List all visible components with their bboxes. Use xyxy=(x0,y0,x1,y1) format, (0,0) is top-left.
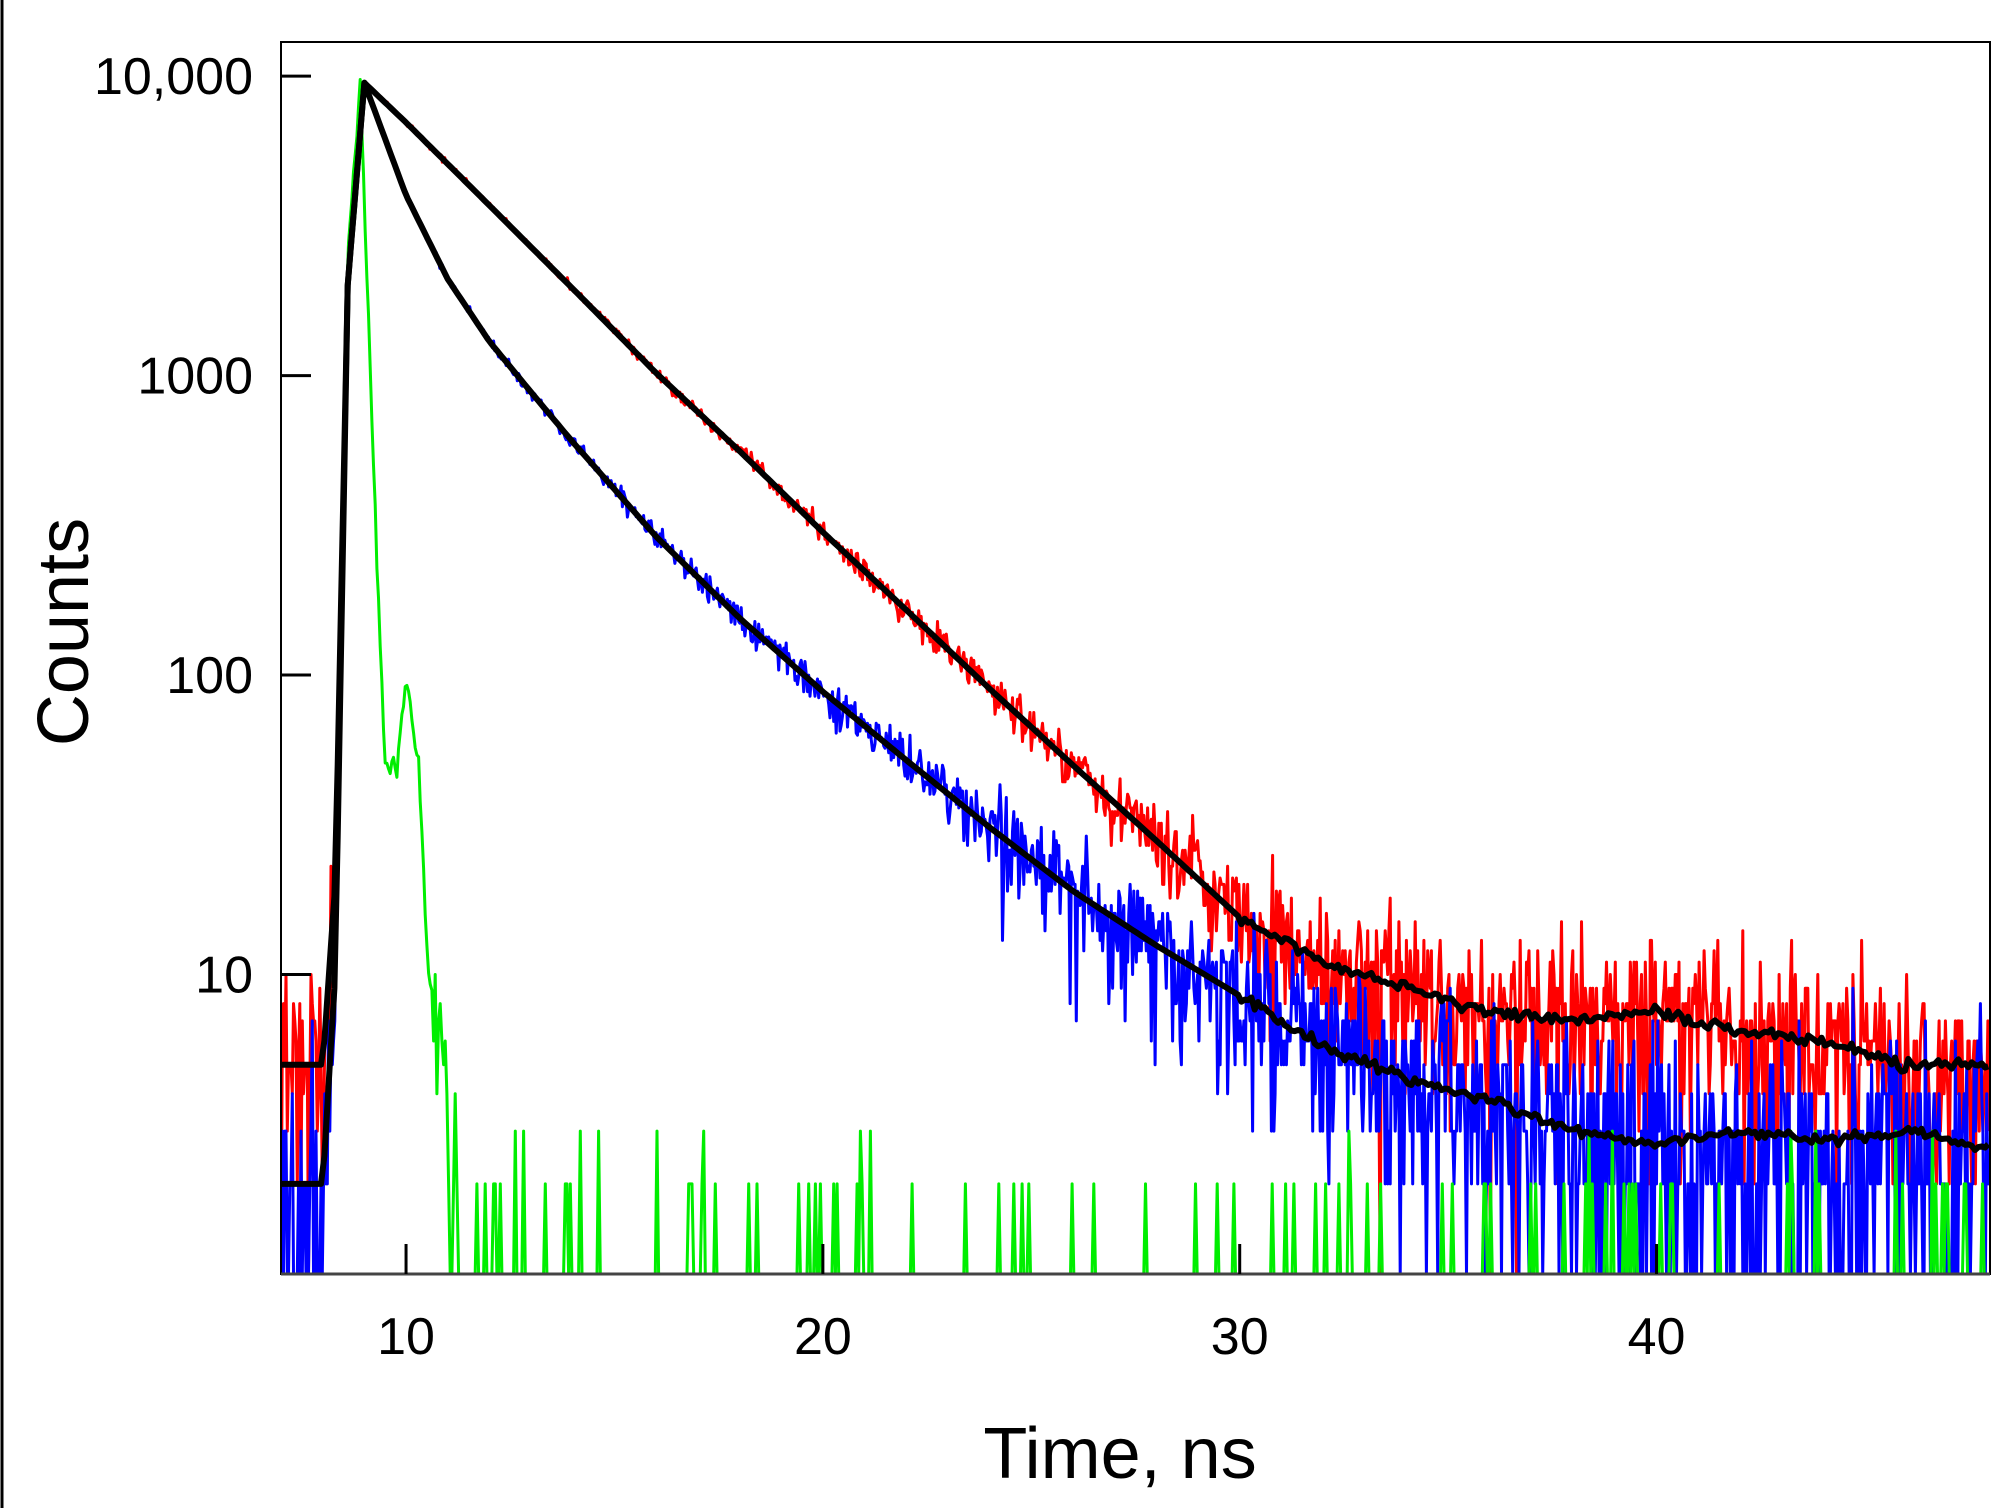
series-layer xyxy=(281,78,1990,1274)
y-tick-label: 10,000 xyxy=(94,48,253,106)
y-tick-label: 1000 xyxy=(137,348,253,406)
x-axis-ticks: 10 20 30 40 xyxy=(377,1244,1685,1366)
y-axis-ticks: 10 100 1000 10,000 xyxy=(94,48,311,1005)
series-line-fit-2-black xyxy=(281,79,1990,1187)
series-line-sample-2-decay-blue xyxy=(281,81,1990,1274)
y-tick-label: 100 xyxy=(166,647,253,705)
x-tick-label: 20 xyxy=(794,1308,852,1366)
x-tick-label: 40 xyxy=(1628,1308,1686,1366)
series-line-fit-1-black xyxy=(281,79,1990,1075)
x-tick-label: 30 xyxy=(1211,1308,1269,1366)
x-tick-label: 10 xyxy=(377,1308,435,1366)
plot-area xyxy=(280,41,1991,1276)
y-axis-label: Counts xyxy=(24,518,104,746)
y-tick-label: 10 xyxy=(195,947,253,1005)
x-axis-label: Time, ns xyxy=(983,1414,1256,1494)
